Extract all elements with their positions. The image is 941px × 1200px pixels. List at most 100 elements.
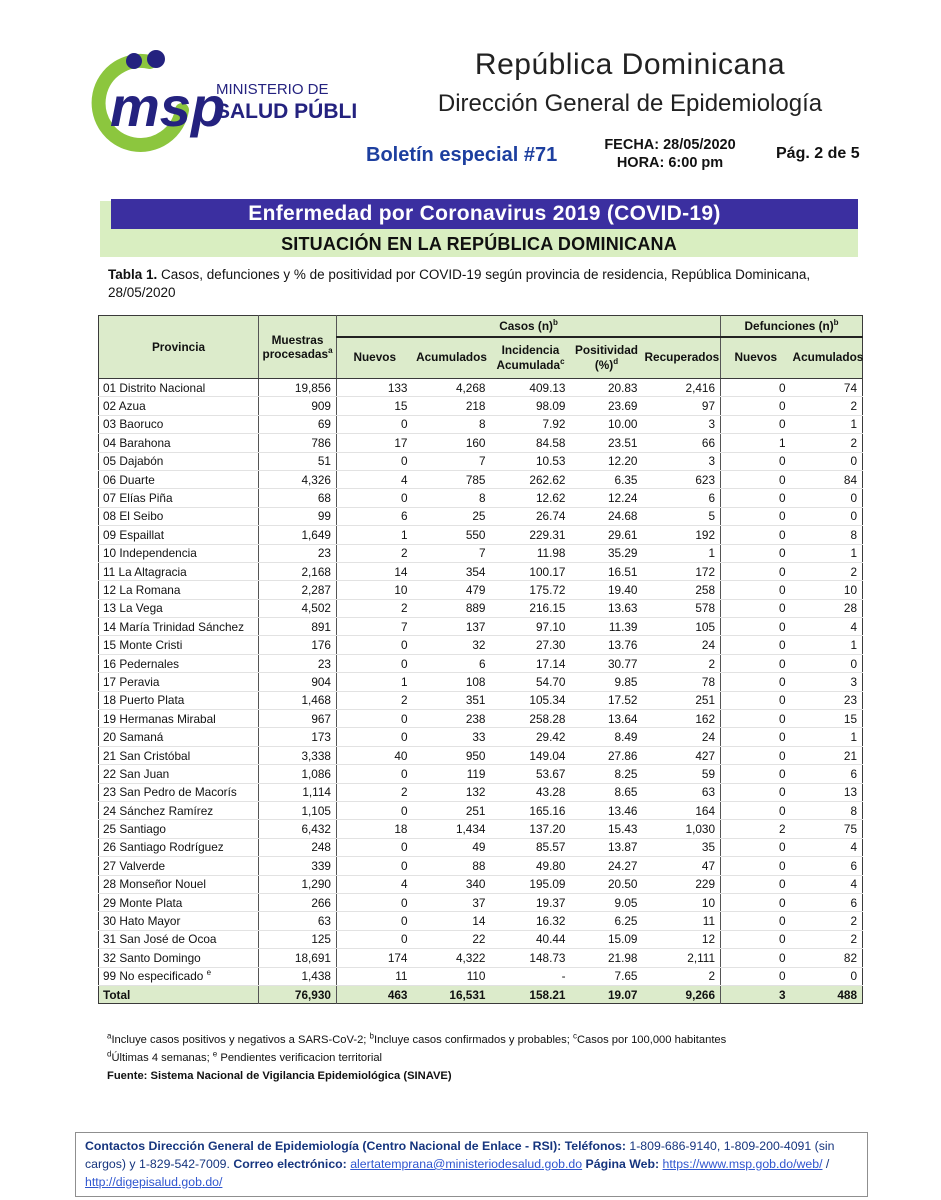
table-row: 25 Santiago 6,432 18 1,434 137.20 15.43 1,030 2… [98, 819, 863, 839]
value-cell: 0 [720, 452, 791, 471]
value-cell: 158.21 [490, 984, 571, 1004]
value-cell: 108 [412, 672, 491, 692]
value-cell: 2,287 [258, 580, 337, 600]
province-cell: 11 La Altagracia [98, 562, 259, 582]
value-cell: 132 [412, 783, 491, 802]
province-cell: 24 Sánchez Ramírez [98, 801, 259, 821]
value-cell: 133 [336, 378, 413, 398]
value-cell: 63 [642, 783, 721, 802]
value-cell: 0 [720, 691, 791, 711]
value-cell: 6 [790, 764, 863, 784]
value-cell: 53.67 [490, 764, 571, 784]
value-cell: 2 [336, 783, 413, 802]
value-cell: 1 [336, 672, 413, 692]
value-cell: 0 [336, 838, 413, 858]
table-row: 24 Sánchez Ramírez 1,105 0 251 165.16 13.46 16… [98, 801, 863, 821]
value-cell: 105.34 [490, 691, 571, 711]
province-cell: 20 Samaná [98, 727, 259, 747]
logo-msp-text: msp [110, 75, 225, 138]
contact-segment: Contactos Dirección General de Epidemiol… [85, 1139, 565, 1153]
value-cell: 16.32 [490, 911, 571, 931]
value-cell: 13.64 [570, 709, 643, 729]
value-cell: 2,416 [642, 378, 721, 398]
value-cell: 229 [642, 875, 721, 894]
value-cell: 165.16 [490, 801, 571, 821]
table-row: 31 San José de Ocoa 125 0 22 40.44 15.09 12 0 2 [98, 930, 863, 950]
value-cell: 68 [258, 488, 337, 508]
value-cell: 21.98 [570, 948, 643, 968]
value-cell: 2 [790, 930, 863, 950]
value-cell: 4 [336, 470, 413, 490]
value-cell: 2 [790, 562, 863, 582]
value-cell: 43.28 [490, 783, 571, 802]
contact-link[interactable]: http://digepisalud.gob.do/ [85, 1174, 223, 1189]
table-row: 20 Samaná 173 0 33 29.42 8.49 24 0 1 [98, 727, 863, 747]
value-cell: 0 [336, 415, 413, 435]
value-cell: 3 [790, 672, 863, 692]
value-cell: 78 [642, 672, 721, 692]
province-cell: 04 Barahona [98, 433, 259, 453]
value-cell: 427 [642, 746, 721, 766]
value-cell: 1,438 [258, 967, 337, 986]
value-cell: 0 [720, 488, 791, 508]
contact-text: Contactos Dirección General de Epidemiol… [85, 1139, 834, 1189]
logo-ministry-line2: SALUD PÚBLICA [216, 99, 356, 123]
value-cell: 12.20 [570, 452, 643, 471]
value-cell: - [490, 967, 571, 986]
value-cell: 195.09 [490, 875, 571, 894]
value-cell: 17.14 [490, 654, 571, 674]
header-muestras-line1: Muestras [271, 333, 324, 347]
value-cell: 4,268 [412, 378, 491, 398]
value-cell: 0 [720, 948, 791, 968]
value-cell: 54.70 [490, 672, 571, 692]
province-cell: 31 San José de Ocoa [98, 930, 259, 950]
value-cell: 173 [258, 727, 337, 747]
value-cell: 23 [258, 654, 337, 674]
banner-subtitle: SITUACIÓN EN LA REPÚBLICA DOMINICANA [281, 234, 677, 254]
value-cell: 7.65 [570, 967, 643, 986]
value-cell: 6,432 [258, 819, 337, 839]
header-def-nuevos: Nuevos [720, 336, 791, 379]
value-cell: 0 [720, 967, 791, 986]
value-cell: 160 [412, 433, 491, 453]
table-row: 07 Elías Piña 68 0 8 12.62 12.24 6 0 0 [98, 488, 863, 508]
contact-link[interactable]: alertatemprana@ministeriodesalud.gob.do [350, 1156, 583, 1171]
province-cell: 02 Azua [98, 396, 259, 416]
province-cell: 29 Monte Plata [98, 893, 259, 913]
value-cell: 49 [412, 838, 491, 858]
value-cell: 0 [720, 783, 791, 802]
table-caption: Tabla 1. Casos, defunciones y % de posit… [108, 266, 866, 302]
value-cell: 2 [790, 433, 863, 453]
contact-link[interactable]: https://www.msp.gob.do/web/ [662, 1156, 823, 1171]
value-cell: 0 [336, 488, 413, 508]
country-title: República Dominicana [474, 48, 786, 81]
title-banner: Enfermedad por Coronavirus 2019 (COVID-1… [100, 199, 858, 257]
province-cell: 21 San Cristóbal [98, 746, 259, 766]
value-cell: 0 [720, 746, 791, 766]
value-cell: 904 [258, 672, 337, 692]
value-cell: 1 [642, 544, 721, 563]
header-defunciones-sup: b [833, 317, 839, 327]
value-cell: 13.87 [570, 838, 643, 858]
value-cell: 40.44 [490, 930, 571, 950]
province-cell: 25 Santiago [98, 819, 259, 839]
total-row: Total 76,930 463 16,531 158.21 19.07 9,266 3 488 [98, 984, 863, 1004]
value-cell: 0 [720, 562, 791, 582]
table-wrap: Provincia Muestras procesadasa Casos (n)… [98, 315, 863, 1005]
table-row: 12 La Romana 2,287 10 479 175.72 19.40 258 0 10 [98, 580, 863, 600]
value-cell: 110 [412, 967, 491, 986]
header-defunciones-group: Defunciones (n)b [720, 315, 863, 338]
value-cell: 125 [258, 930, 337, 950]
table-row: 99 No especificado e 1,438 11 110-7.65 2 0 0 [98, 967, 863, 986]
value-cell: 59 [642, 764, 721, 784]
header-provincia: Provincia [98, 315, 259, 379]
value-cell: 351 [412, 691, 491, 711]
province-cell: 17 Peravia [98, 672, 259, 692]
value-cell: 100.17 [490, 562, 571, 582]
value-cell: 0 [720, 727, 791, 747]
value-cell: 27.30 [490, 635, 571, 655]
value-cell: 13 [790, 783, 863, 802]
value-cell: 24 [642, 727, 721, 747]
footnote-line: dÚltimas 4 semanas; e Pendientes verific… [107, 1049, 383, 1065]
table-row: 18 Puerto Plata 1,468 2 351 105.34 17.52 251 0 2… [98, 691, 863, 711]
